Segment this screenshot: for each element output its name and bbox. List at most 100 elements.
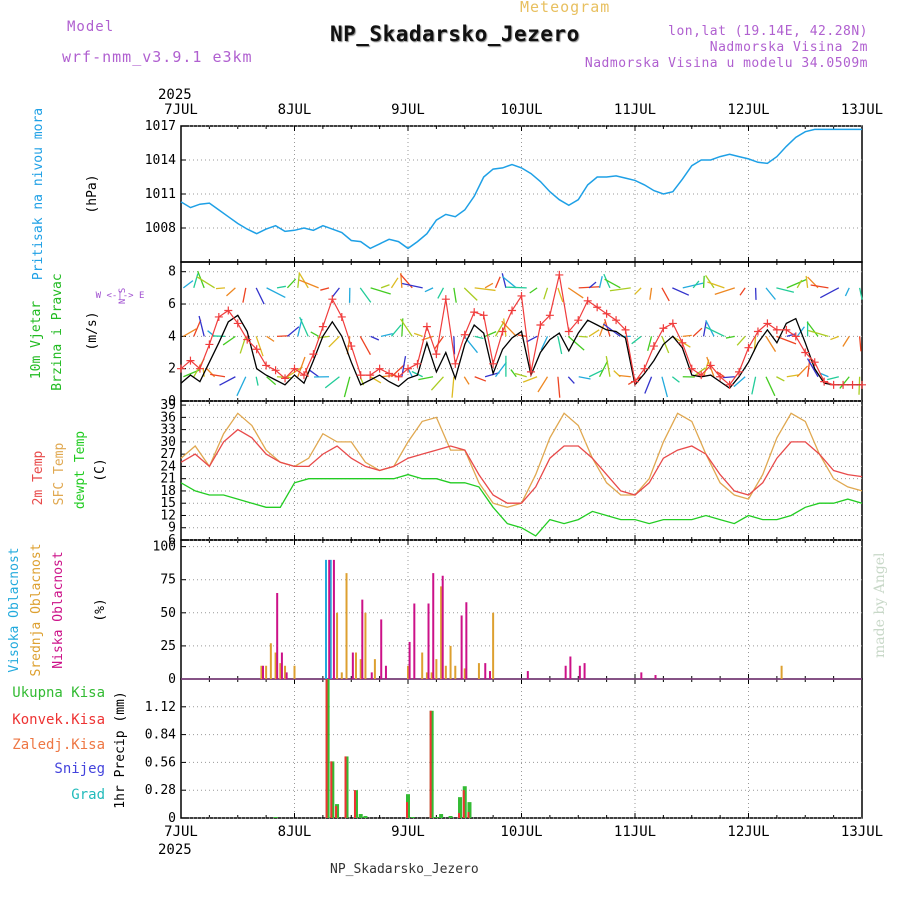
wind-arrow	[722, 376, 735, 379]
wind-gust-marker	[640, 364, 649, 373]
wind-arrow	[276, 335, 290, 337]
precip-legend-4: Snijeg	[54, 761, 105, 777]
wind-arrow	[222, 335, 236, 346]
wind-gust-marker	[224, 306, 233, 315]
wind-arrow	[598, 276, 603, 289]
wind-gust-marker	[337, 312, 346, 321]
wind-arrow	[557, 287, 564, 303]
wind-gust-marker	[413, 359, 422, 368]
wind-gust-marker	[536, 321, 545, 330]
wind-gust-marker	[508, 306, 517, 315]
wind-arrow	[370, 335, 380, 341]
precip-conv-bar	[467, 812, 470, 818]
precip-total-bar	[273, 817, 278, 818]
wind-gust-marker	[366, 371, 375, 380]
wind-gust-marker	[602, 309, 611, 318]
wind-gust-marker	[564, 327, 573, 336]
wind-arrow	[672, 287, 690, 296]
wind-arrow	[501, 276, 517, 289]
wind-arrow	[494, 323, 504, 337]
wind-arrow	[776, 376, 785, 382]
wind-arrow	[751, 376, 757, 395]
y-tick-label: 6	[168, 297, 176, 312]
wind-gust-marker	[545, 311, 554, 320]
wind-arrow	[298, 279, 319, 289]
y-tick-label: 1011	[145, 187, 176, 202]
wind-gust-marker	[441, 295, 450, 304]
cloud-axis-title-2: Srednja Oblacnost	[29, 543, 44, 676]
wind-arrow	[380, 333, 393, 337]
wind-gust-marker	[214, 312, 223, 321]
wind-arrow	[266, 376, 277, 386]
wind-gust-marker	[782, 325, 791, 334]
wind-gust-marker	[668, 319, 677, 328]
wind-gust-marker	[621, 325, 630, 334]
wind-arrow	[310, 331, 319, 337]
wind-arrow	[193, 319, 202, 337]
y-tick-label: 21	[160, 472, 176, 487]
wind-arrow	[702, 275, 705, 288]
model-label: Model	[67, 19, 115, 35]
precip-conv-bar	[353, 790, 356, 818]
y-tick-label: 100	[153, 540, 176, 555]
wind-arrow	[242, 287, 247, 303]
wind-arrow	[529, 287, 538, 294]
y-tick-label: 0	[168, 672, 176, 687]
wind-arrow	[463, 335, 478, 354]
y-tick-label: 0	[168, 394, 176, 409]
wind-gust-marker	[432, 350, 441, 359]
wind-arrow	[286, 278, 297, 289]
wind-arrow	[437, 287, 445, 299]
y-tick-label: 1.12	[145, 700, 176, 715]
pressure-axis-title: Pritisak na nivou mora	[31, 108, 46, 280]
wind-arrow	[453, 336, 456, 355]
wind-arrow	[543, 287, 549, 300]
wind-arrow	[661, 287, 670, 302]
y-tick-label: 0.28	[145, 783, 176, 798]
wind-arrow	[324, 376, 340, 389]
wind-gust-marker	[281, 374, 290, 383]
wind-gust-marker	[753, 327, 762, 336]
wind-arrow	[588, 281, 597, 289]
wind-arrow	[707, 281, 725, 289]
wind-arrow	[266, 335, 275, 342]
wind-gust-marker	[810, 358, 819, 367]
altitude-label: Nadmorska Visina 2m	[709, 40, 868, 55]
wind-gust-marker	[422, 322, 431, 331]
wind-arrow	[830, 335, 840, 341]
wind-arrow	[588, 329, 600, 337]
day-label-top: 9JUL	[391, 102, 425, 118]
wind-arrow	[226, 287, 236, 297]
wind-arrow	[647, 336, 653, 352]
y-tick-label: 9	[168, 521, 176, 536]
coords-label: lon,lat (19.14E, 42.28N)	[668, 24, 868, 39]
y-tick-label: 36	[160, 410, 176, 425]
wind-arrow	[702, 321, 707, 337]
model-name: wrf-nmm_v3.9.1 e3km	[62, 48, 253, 66]
wind-arrow	[705, 320, 715, 337]
precip-conv-bar	[406, 802, 408, 818]
y-tick-label: 18	[160, 484, 176, 499]
wind-arrow	[255, 336, 264, 357]
wind-arrow	[239, 336, 247, 354]
wind-arrow	[739, 287, 746, 296]
wind-arrow	[844, 287, 850, 297]
precip-legend-5: Grad	[71, 787, 105, 803]
precip-conv-bar	[330, 761, 333, 818]
day-label-top: 8JUL	[278, 102, 312, 118]
wind-arrow	[183, 328, 197, 337]
wind-arrow	[514, 372, 527, 378]
day-label-bottom: 11JUL	[614, 824, 656, 840]
wind-arrow	[463, 376, 470, 385]
wind-arrow	[359, 336, 371, 356]
wind-gust-marker	[858, 380, 866, 389]
wind-arrow	[474, 376, 487, 382]
day-label-bottom: 9JUL	[391, 824, 425, 840]
wind-gust-marker	[526, 367, 535, 376]
wind-arrow	[308, 369, 320, 378]
wind-gust-marker	[404, 364, 412, 373]
wind-arrow	[634, 287, 642, 295]
wind-arrow	[598, 360, 609, 378]
year-label-bottom: 2025	[158, 842, 192, 858]
wind-arrow	[808, 329, 829, 337]
